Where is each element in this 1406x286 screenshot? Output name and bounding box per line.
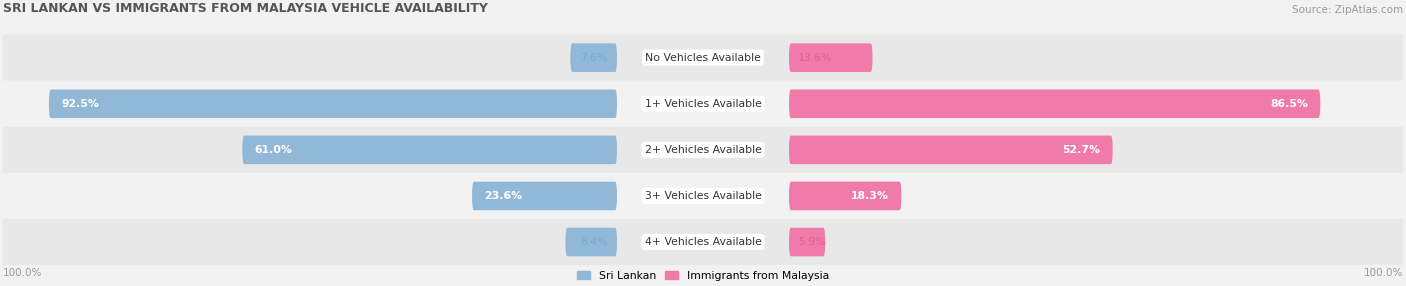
FancyBboxPatch shape — [571, 43, 617, 72]
Text: 8.4%: 8.4% — [581, 237, 607, 247]
FancyBboxPatch shape — [565, 228, 617, 256]
Text: 100.0%: 100.0% — [1364, 268, 1403, 278]
FancyBboxPatch shape — [789, 182, 901, 210]
FancyBboxPatch shape — [789, 90, 1320, 118]
Text: 7.6%: 7.6% — [581, 53, 607, 63]
FancyBboxPatch shape — [789, 228, 825, 256]
Text: 61.0%: 61.0% — [254, 145, 292, 155]
Text: 92.5%: 92.5% — [60, 99, 98, 109]
FancyBboxPatch shape — [789, 43, 873, 72]
FancyBboxPatch shape — [49, 90, 617, 118]
Text: 18.3%: 18.3% — [851, 191, 889, 201]
Text: Source: ZipAtlas.com: Source: ZipAtlas.com — [1292, 5, 1403, 15]
Text: No Vehicles Available: No Vehicles Available — [645, 53, 761, 63]
Text: 5.9%: 5.9% — [799, 237, 825, 247]
Text: 100.0%: 100.0% — [3, 268, 42, 278]
FancyBboxPatch shape — [3, 81, 1403, 127]
FancyBboxPatch shape — [3, 173, 1403, 219]
FancyBboxPatch shape — [242, 136, 617, 164]
Legend: Sri Lankan, Immigrants from Malaysia: Sri Lankan, Immigrants from Malaysia — [572, 266, 834, 285]
FancyBboxPatch shape — [472, 182, 617, 210]
Text: 86.5%: 86.5% — [1270, 99, 1308, 109]
Text: 2+ Vehicles Available: 2+ Vehicles Available — [644, 145, 762, 155]
FancyBboxPatch shape — [3, 35, 1403, 81]
Text: 52.7%: 52.7% — [1063, 145, 1101, 155]
FancyBboxPatch shape — [789, 136, 1112, 164]
FancyBboxPatch shape — [3, 219, 1403, 265]
Text: 13.6%: 13.6% — [799, 53, 832, 63]
Text: 3+ Vehicles Available: 3+ Vehicles Available — [644, 191, 762, 201]
Text: 4+ Vehicles Available: 4+ Vehicles Available — [644, 237, 762, 247]
Text: 1+ Vehicles Available: 1+ Vehicles Available — [644, 99, 762, 109]
Text: 23.6%: 23.6% — [484, 191, 523, 201]
FancyBboxPatch shape — [3, 127, 1403, 173]
Text: SRI LANKAN VS IMMIGRANTS FROM MALAYSIA VEHICLE AVAILABILITY: SRI LANKAN VS IMMIGRANTS FROM MALAYSIA V… — [3, 2, 488, 15]
